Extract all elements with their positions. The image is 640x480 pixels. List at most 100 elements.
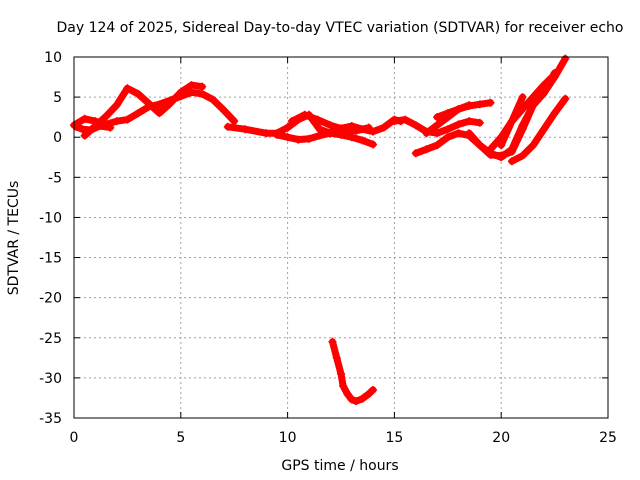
data-point xyxy=(283,123,292,132)
data-point xyxy=(198,89,207,98)
y-axis-label: SDTVAR / TECUs xyxy=(6,181,22,296)
x-tick-label: 25 xyxy=(599,430,617,446)
data-point xyxy=(369,140,378,149)
x-tick-label: 0 xyxy=(70,430,79,446)
data-point xyxy=(433,129,442,138)
data-point xyxy=(294,135,303,144)
data-point xyxy=(401,115,410,124)
data-point xyxy=(287,117,296,126)
data-point xyxy=(332,353,341,362)
data-point xyxy=(112,117,121,126)
y-tick-label: -5 xyxy=(48,170,62,186)
series-trace xyxy=(273,129,377,148)
y-tick-label: -15 xyxy=(39,251,62,267)
data-point xyxy=(465,117,474,126)
data-points xyxy=(70,54,570,406)
series-arc-g xyxy=(328,337,378,406)
data-point xyxy=(72,122,81,131)
data-point xyxy=(454,105,463,114)
data-point xyxy=(78,125,87,134)
data-point xyxy=(166,99,175,108)
data-point xyxy=(283,133,292,142)
data-point xyxy=(411,121,420,130)
data-point xyxy=(433,121,442,130)
data-point xyxy=(112,101,121,110)
data-point xyxy=(87,126,96,135)
data-point xyxy=(529,93,538,102)
data-point xyxy=(262,129,271,138)
data-point xyxy=(176,88,185,97)
x-tick-label: 10 xyxy=(279,430,297,446)
x-tick-label: 20 xyxy=(492,430,510,446)
data-point xyxy=(339,381,348,390)
data-point xyxy=(187,81,196,90)
data-point xyxy=(337,369,345,378)
data-point xyxy=(475,141,484,150)
data-point xyxy=(95,121,104,130)
data-point xyxy=(106,123,115,132)
data-point xyxy=(339,125,348,134)
data-point xyxy=(411,149,420,158)
y-tick-label: 5 xyxy=(53,90,62,106)
data-point xyxy=(390,117,399,126)
data-point xyxy=(219,105,228,114)
data-point xyxy=(454,120,463,129)
data-point xyxy=(223,122,232,131)
series-trace xyxy=(81,81,206,140)
data-point xyxy=(328,337,337,346)
data-point xyxy=(358,136,367,145)
series-arc-e xyxy=(272,129,378,149)
data-point xyxy=(155,109,164,118)
data-point xyxy=(518,121,527,130)
data-point xyxy=(433,141,442,150)
data-point xyxy=(486,145,495,154)
data-point xyxy=(507,145,516,154)
data-point xyxy=(550,109,559,118)
x-tick-label: 15 xyxy=(385,430,403,446)
data-point xyxy=(518,151,527,160)
data-point xyxy=(134,109,143,118)
data-point xyxy=(369,127,378,136)
data-point xyxy=(364,123,373,132)
data-point xyxy=(539,81,548,90)
data-point xyxy=(272,130,281,139)
data-point xyxy=(433,113,442,122)
data-point xyxy=(422,129,431,138)
chart-title: Day 124 of 2025, Sidereal Day-to-day VTE… xyxy=(57,20,624,36)
data-point xyxy=(518,93,527,102)
data-point xyxy=(561,94,570,103)
data-point xyxy=(80,131,89,140)
data-point xyxy=(443,125,452,134)
data-point xyxy=(351,126,360,135)
data-point xyxy=(443,133,452,142)
data-point xyxy=(187,88,196,97)
data-point xyxy=(315,131,324,140)
data-point xyxy=(497,141,506,150)
data-point xyxy=(507,117,516,126)
data-point xyxy=(123,115,132,124)
data-point xyxy=(369,385,378,394)
series-arc-f xyxy=(287,110,373,135)
data-point xyxy=(465,129,474,138)
data-point xyxy=(475,100,484,109)
data-point xyxy=(422,145,431,154)
data-point xyxy=(539,125,548,134)
series-arc-n xyxy=(497,93,527,150)
data-point xyxy=(300,110,309,119)
data-point xyxy=(561,54,570,63)
data-point xyxy=(230,117,239,126)
data-point xyxy=(304,134,313,143)
y-tick-label: -30 xyxy=(39,371,62,387)
plot-frame xyxy=(73,56,609,419)
y-tick-label: 0 xyxy=(53,130,62,146)
data-point xyxy=(134,89,143,98)
data-point xyxy=(529,141,538,150)
series-arc-o xyxy=(507,94,570,166)
y-tick-label: -35 xyxy=(39,411,62,427)
x-tick-label: 5 xyxy=(176,430,185,446)
y-tick-label: 10 xyxy=(44,50,62,66)
data-point xyxy=(313,115,322,124)
data-point xyxy=(326,121,335,130)
